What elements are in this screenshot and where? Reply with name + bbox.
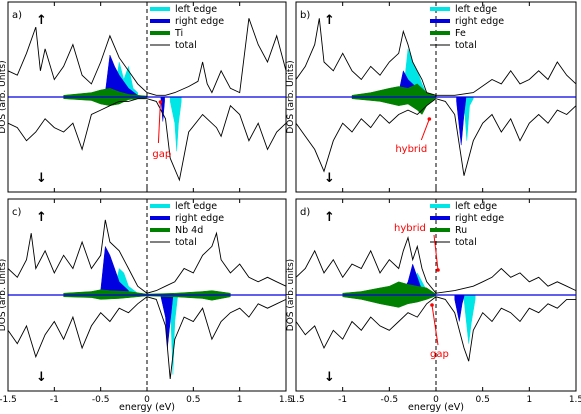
total-down-line bbox=[295, 296, 576, 362]
x-tick-label: 1 bbox=[237, 395, 243, 405]
legend-label: right edge bbox=[175, 213, 224, 224]
x-axis-label: energy (eV) bbox=[408, 402, 464, 413]
x-tick-label: -0.5 bbox=[92, 395, 110, 405]
spin-up-arrow-icon: ↑ bbox=[324, 13, 335, 28]
x-tick-label: 0.5 bbox=[476, 395, 490, 405]
panel-label: a) bbox=[12, 10, 22, 21]
panel-label: b) bbox=[300, 10, 310, 21]
annotation-arrowhead bbox=[158, 100, 163, 104]
legend-label: left edge bbox=[175, 4, 217, 15]
legend-label: Ru bbox=[455, 225, 467, 236]
annotation-label: gap bbox=[430, 349, 449, 360]
legend-label: right edge bbox=[175, 16, 224, 27]
x-tick-label: 0.5 bbox=[186, 395, 200, 405]
total-up-line bbox=[7, 219, 287, 294]
x-tick-label: 0 bbox=[144, 395, 150, 405]
spin-down-arrow-icon: ↓ bbox=[36, 171, 47, 186]
y-axis-label: DOS (arb. Units) bbox=[0, 60, 8, 133]
nb-4d-up-area bbox=[63, 289, 231, 296]
x-tick-label: 1.5 bbox=[569, 395, 581, 405]
total-down-line bbox=[7, 296, 287, 379]
legend-label: Fe bbox=[455, 28, 466, 39]
annotation-label: hybrid bbox=[395, 144, 427, 155]
annotation-arrowhead bbox=[427, 117, 432, 121]
y-axis-label: DOS (arb. units) bbox=[0, 259, 8, 331]
legend-label: total bbox=[455, 237, 477, 248]
spin-up-arrow-icon: ↑ bbox=[324, 210, 335, 225]
annotation-arrow bbox=[157, 101, 161, 144]
annotation-arrow bbox=[420, 118, 430, 141]
total-up-line bbox=[295, 235, 577, 294]
legend-label: left edge bbox=[455, 201, 497, 212]
x-tick-label: 0 bbox=[433, 395, 439, 405]
annotation-arrow bbox=[433, 234, 439, 271]
ti-down-area bbox=[63, 96, 148, 106]
legend-label: total bbox=[455, 40, 477, 51]
annotation-label: hybrid bbox=[394, 223, 426, 234]
total-down-line bbox=[295, 98, 577, 176]
right-edge-up-area bbox=[100, 245, 129, 296]
legend-label: left edge bbox=[175, 201, 217, 212]
fe-up-area bbox=[351, 83, 437, 98]
ru-down-area bbox=[342, 294, 437, 308]
spin-up-arrow-icon: ↑ bbox=[36, 210, 47, 225]
dos-panel: -1.5 -1 -0.5 0 0.5 1 1.5 c) ↑ ↓ DOS (arb. units) le… bbox=[0, 198, 293, 405]
spin-up-arrow-icon: ↑ bbox=[36, 13, 47, 28]
dos-panel: -1.5 -1 -0.5 0 0.5 1 1.5 d) ↑ ↓ DOS (arb. units) le… bbox=[286, 198, 581, 405]
y-axis-label: DOS (arb. units) bbox=[286, 259, 296, 331]
fe-down-area bbox=[351, 96, 437, 115]
legend-label: left edge bbox=[455, 4, 497, 15]
legend-label: Nb 4d bbox=[175, 225, 203, 236]
total-up-line bbox=[7, 18, 287, 96]
x-axis-label: energy (eV) bbox=[119, 402, 175, 413]
annotation-label: gap bbox=[152, 149, 171, 160]
legend-label: right edge bbox=[455, 16, 504, 27]
spin-down-arrow-icon: ↓ bbox=[324, 370, 335, 385]
legend-label: right edge bbox=[455, 213, 504, 224]
y-axis-label: DOS (arb. Units) bbox=[286, 60, 296, 133]
x-tick-label: -1 bbox=[338, 395, 347, 405]
left-edge-down-area bbox=[463, 294, 476, 344]
spin-down-arrow-icon: ↓ bbox=[324, 171, 335, 186]
x-tick-label: -1 bbox=[50, 395, 59, 405]
legend-label: total bbox=[175, 237, 197, 248]
ru-up-area bbox=[342, 281, 437, 296]
nb-4d-down-area bbox=[63, 294, 231, 301]
annotation-arrowhead bbox=[430, 303, 434, 307]
spin-down-arrow-icon: ↓ bbox=[36, 370, 47, 385]
total-up-line bbox=[295, 18, 577, 96]
x-tick-label: -1.5 bbox=[287, 395, 305, 405]
x-tick-label: 1 bbox=[526, 395, 532, 405]
annotation-arrow bbox=[431, 304, 439, 346]
legend-label: total bbox=[175, 40, 197, 51]
x-tick-label: -1.5 bbox=[0, 395, 17, 405]
legend-label: Ti bbox=[174, 28, 183, 39]
total-down-line bbox=[7, 98, 287, 182]
left-edge-down-area bbox=[169, 96, 182, 152]
annotation-arrowhead bbox=[436, 268, 440, 272]
panel-label: d) bbox=[300, 207, 310, 218]
x-tick-label: 1.5 bbox=[279, 395, 293, 405]
x-tick-label: -0.5 bbox=[381, 395, 399, 405]
panel-label: c) bbox=[12, 207, 21, 218]
